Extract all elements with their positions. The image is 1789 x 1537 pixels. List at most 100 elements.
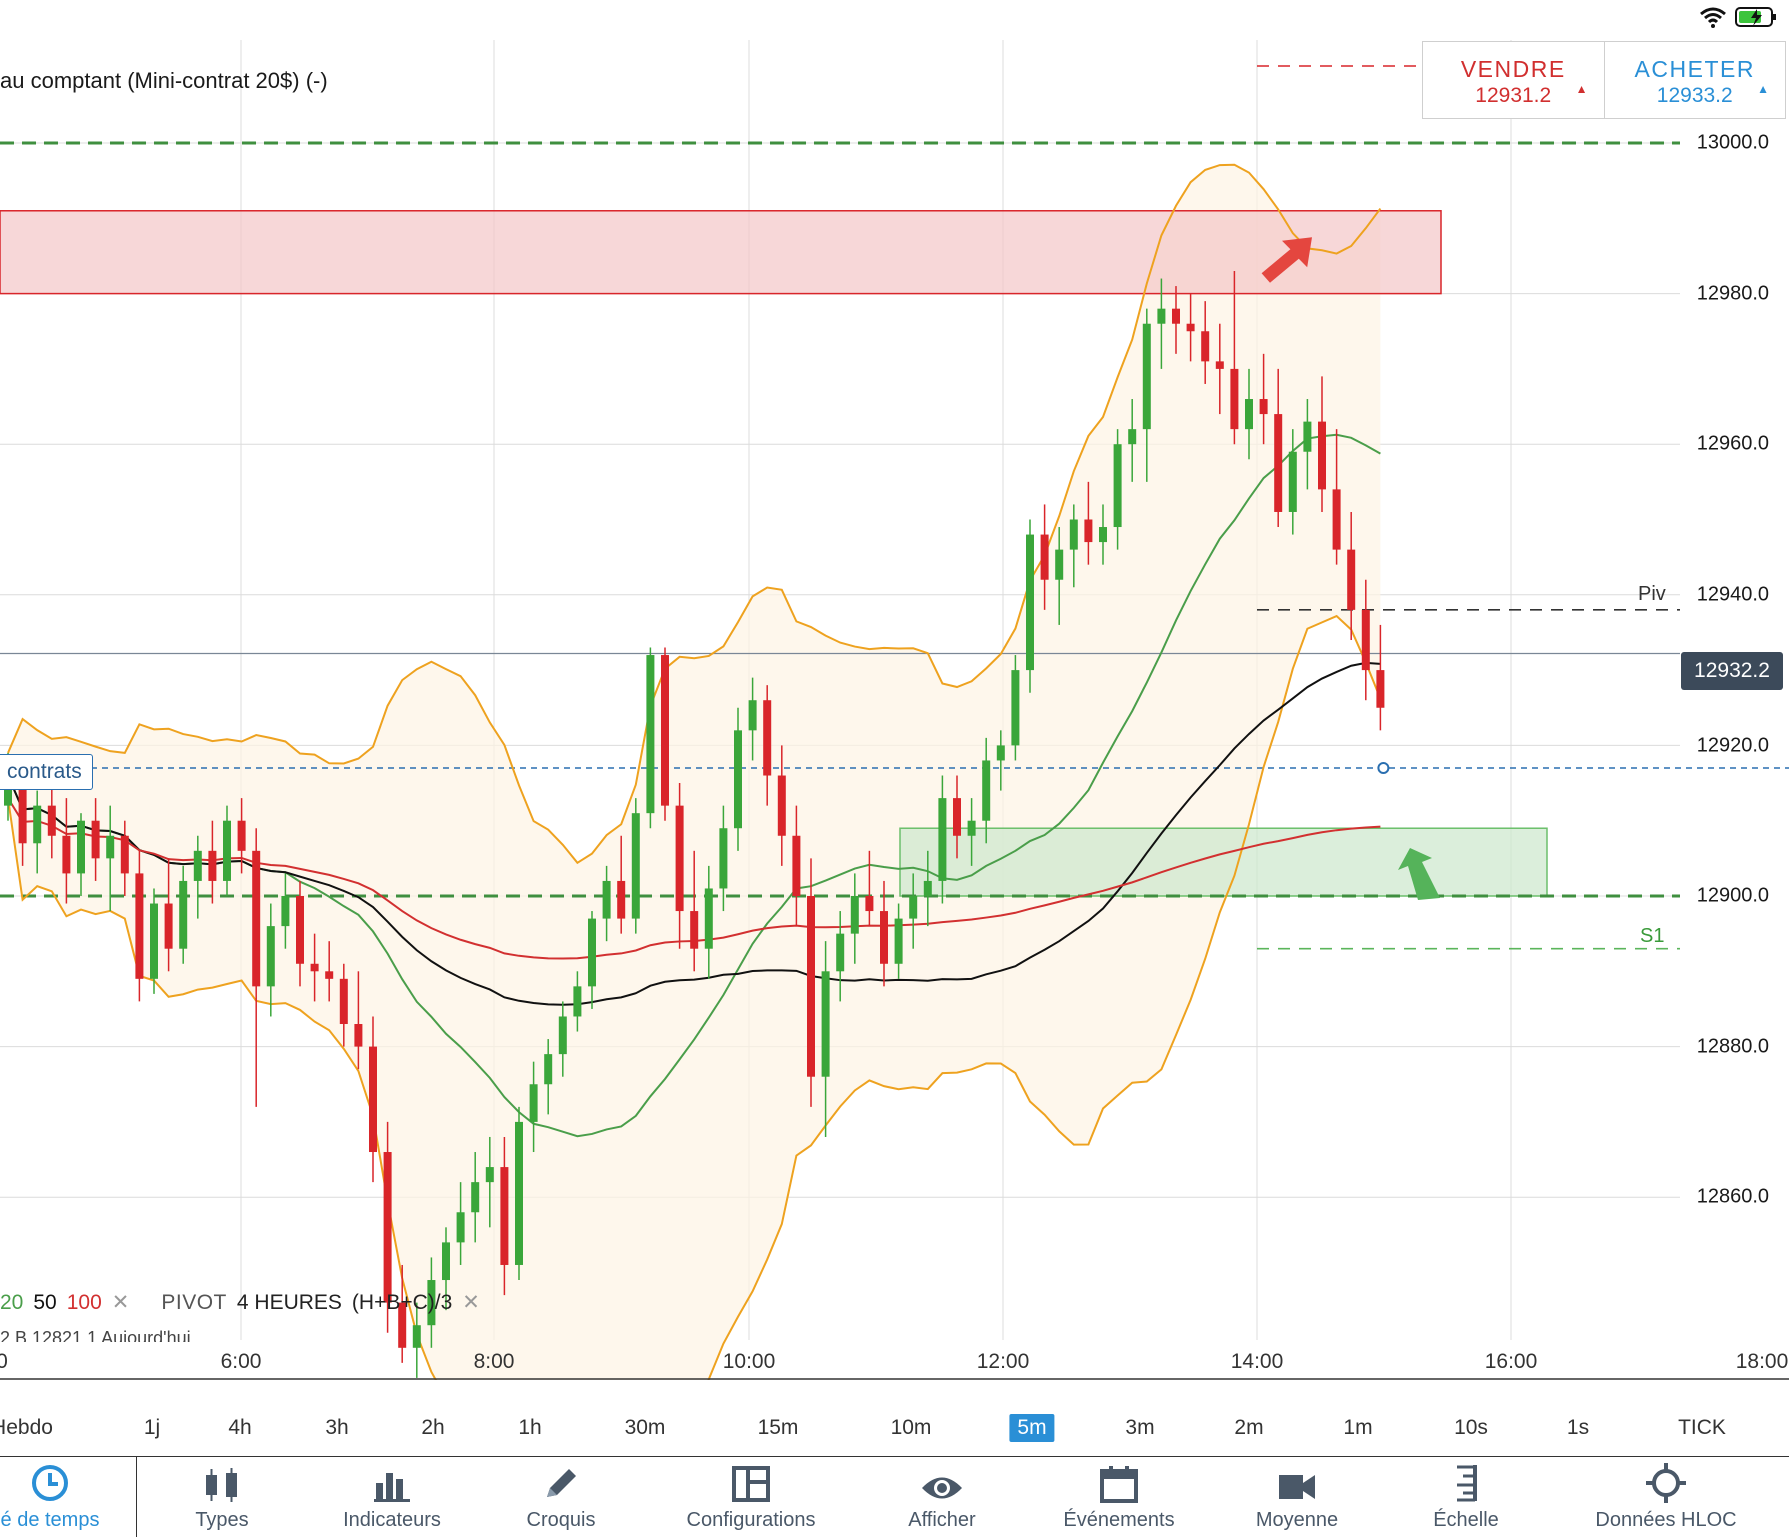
toolbar-label: Configurations (686, 1509, 816, 1531)
candle-body (1361, 609, 1370, 671)
candle-body (967, 820, 976, 836)
candle-body (296, 896, 304, 964)
timeframe-3m[interactable]: 3m (1125, 1416, 1155, 1439)
support-zone (899, 827, 1548, 897)
ma20-label[interactable]: 20 (0, 1290, 24, 1314)
candle-body (1157, 308, 1166, 324)
candle-body (1142, 323, 1151, 430)
timeframe-10m[interactable]: 10m (890, 1416, 932, 1439)
candle-body (442, 1242, 450, 1281)
price-tick: 12980.0 (1696, 282, 1769, 305)
ma50-label[interactable]: 50 (33, 1290, 57, 1314)
buy-button[interactable]: ACHETER 12933.2 ▲ (1603, 42, 1786, 118)
candle-body (252, 850, 261, 987)
candle-body (398, 1302, 407, 1348)
average-button[interactable]: Moyenne (1217, 1457, 1377, 1532)
timeframe-10s[interactable]: 10s (1454, 1416, 1488, 1439)
sell-label: VENDRE (1460, 56, 1566, 82)
wifi-icon (1700, 7, 1726, 28)
sell-button[interactable]: VENDRE 12931.2 ▲ (1423, 42, 1604, 118)
candle-body (62, 835, 71, 874)
resistance-zone (0, 210, 1442, 295)
sketch-button[interactable]: Croquis (481, 1457, 641, 1532)
candle-body (1040, 534, 1049, 580)
time-tick: 18:00 (1735, 1350, 1789, 1373)
candle-body (237, 820, 246, 851)
types-button[interactable]: Types (142, 1457, 302, 1532)
configurations-button[interactable]: Configurations (671, 1457, 831, 1532)
display-button[interactable]: Afficher (862, 1457, 1022, 1532)
price-tick: 12920.0 (1696, 734, 1769, 757)
timeframe-hebdo[interactable]: Hebdo (0, 1416, 53, 1439)
candle-body (821, 971, 830, 1077)
candle-body (690, 911, 699, 949)
remove-pivot-icon[interactable]: ✕ (462, 1291, 480, 1314)
down-arrow-icon (1261, 237, 1313, 283)
pivot-formula: (H+B+C)/3 (351, 1290, 453, 1314)
candle-body (1245, 399, 1253, 430)
battery-icon (1735, 7, 1776, 27)
timeframe-2h[interactable]: 2h (421, 1416, 445, 1439)
remove-ma-icon[interactable]: ✕ (111, 1291, 130, 1314)
candle-body (807, 896, 815, 1077)
time-tick: 12:00 (976, 1350, 1030, 1373)
hloc-data-button[interactable]: Données HLOC (1586, 1457, 1746, 1532)
price-tick: 12880.0 (1696, 1035, 1769, 1058)
candle-body (850, 896, 859, 934)
pencil-icon (481, 1457, 641, 1503)
timeframe-bar: Hebdo 1j 4h 3h 2h 1h 30m 15m 10m 5m 3m 2… (0, 1400, 1789, 1458)
timeframe-tick[interactable]: TICK (1678, 1416, 1726, 1439)
candlestick-icon (142, 1457, 302, 1503)
price-tick: 12900.0 (1696, 884, 1769, 907)
price-chart[interactable] (0, 0, 1789, 1491)
timeframe-2m[interactable]: 2m (1234, 1416, 1264, 1439)
toolbar-label: Événements (1063, 1509, 1175, 1531)
price-tick: 12860.0 (1696, 1185, 1769, 1208)
toolbar-label: Afficher (908, 1509, 976, 1531)
timeframe-4h[interactable]: 4h (228, 1416, 252, 1439)
timeframe-30m[interactable]: 30m (624, 1416, 666, 1439)
timeframe-1h[interactable]: 1h (518, 1416, 542, 1439)
candle-body (734, 730, 742, 829)
indicators-button[interactable]: Indicateurs (312, 1457, 472, 1532)
candle-body (179, 880, 188, 949)
toolbar-label: Croquis (526, 1509, 596, 1531)
timeframe-1m[interactable]: 1m (1343, 1416, 1373, 1439)
timeframe-3h[interactable]: 3h (325, 1416, 349, 1439)
time-tick: 8:00 (473, 1350, 515, 1373)
candle-body (1186, 323, 1195, 332)
timeframe-tool-button[interactable]: é de temps (0, 1457, 130, 1532)
timeframe-5m[interactable]: 5m (1009, 1414, 1055, 1442)
buy-label: ACHETER (1634, 56, 1755, 82)
candle-body (544, 1054, 553, 1085)
scale-button[interactable]: Échelle (1386, 1457, 1546, 1532)
current-price-badge: 12932.2 (1681, 652, 1783, 690)
candle-body (573, 986, 582, 1017)
position-tag[interactable]: contrats (0, 754, 93, 790)
status-bar (1699, 6, 1779, 28)
bar-chart-icon (312, 1457, 472, 1503)
timeframe-1s[interactable]: 1s (1566, 1416, 1590, 1439)
candle-body (1011, 670, 1020, 746)
candle-body (602, 880, 611, 919)
bollinger-upper (7, 163, 1382, 865)
ma100-label[interactable]: 100 (66, 1290, 102, 1314)
candle-body (515, 1121, 523, 1265)
candle-body (1215, 361, 1224, 369)
timeframe-1j[interactable]: 1j (143, 1416, 161, 1439)
candle-body (325, 971, 334, 979)
chart-canvas[interactable] (0, 0, 1789, 1491)
candle-body (1318, 421, 1326, 490)
candle-body (1303, 421, 1312, 452)
price-cursor-dot (1377, 761, 1390, 774)
candle-body (1376, 670, 1385, 708)
pivot-legend-label[interactable]: PIVOT (161, 1290, 227, 1314)
time-tick: 0 (0, 1350, 8, 1373)
candle-body (47, 805, 56, 836)
timeframe-15m[interactable]: 15m (757, 1416, 799, 1439)
candle-body (485, 1167, 494, 1183)
candle-body (558, 1016, 567, 1055)
candle-body (223, 820, 231, 881)
candle-body (982, 760, 991, 821)
events-button[interactable]: Événements (1039, 1457, 1199, 1532)
